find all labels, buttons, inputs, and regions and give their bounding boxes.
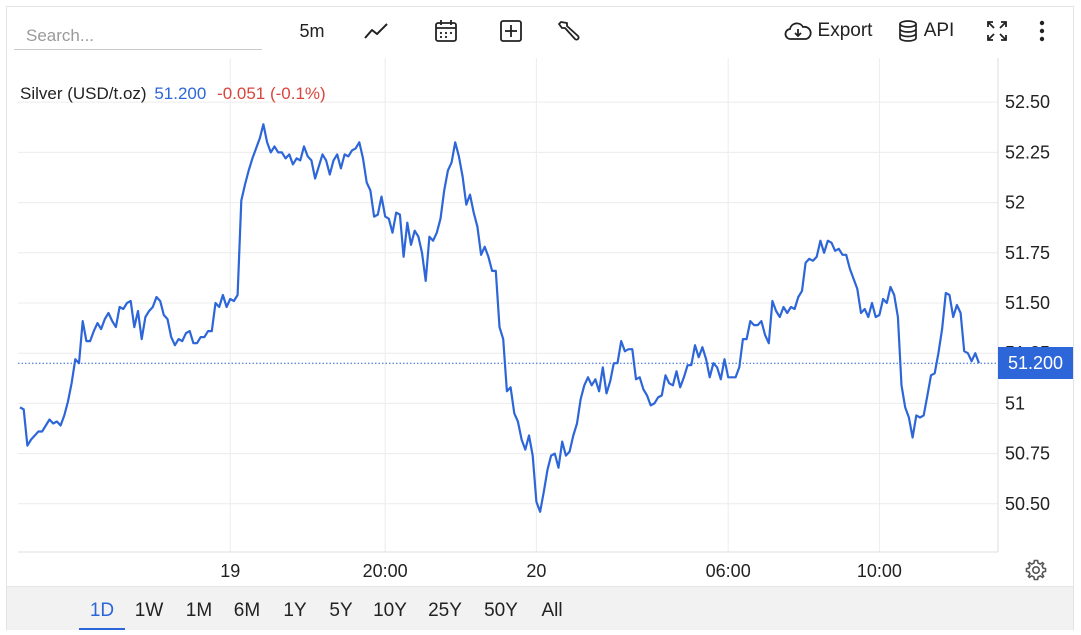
calendar-icon xyxy=(435,20,457,42)
search-input[interactable] xyxy=(14,22,262,50)
range-all[interactable]: All xyxy=(541,600,563,621)
interval-label: 5m xyxy=(299,20,325,41)
range-selector-bar: 1D 1W 1M 6M 1Y 5Y 10Y 25Y 50Y All xyxy=(7,586,1073,630)
y-tick-label: 50.50 xyxy=(1005,494,1050,514)
range-1w[interactable]: 1W xyxy=(134,600,164,621)
current-price-tag: 51.200 xyxy=(998,347,1073,380)
y-tick-label: 51 xyxy=(1005,393,1025,413)
gear-icon[interactable] xyxy=(1024,558,1048,582)
range-10y[interactable]: 10Y xyxy=(373,600,407,621)
cloud-download-icon xyxy=(784,22,812,40)
chart-type-button[interactable] xyxy=(361,14,391,48)
x-tick-label: 19 xyxy=(220,561,240,581)
range-1d[interactable]: 1D xyxy=(79,587,125,630)
fullscreen-icon xyxy=(987,21,1007,41)
x-tick-label: 20:00 xyxy=(363,561,408,581)
line-chart-icon xyxy=(364,23,388,39)
x-tick-label: 06:00 xyxy=(706,561,751,581)
y-tick-label: 52.25 xyxy=(1005,142,1050,162)
y-tick-label: 52.50 xyxy=(1005,92,1050,112)
x-tick-label: 20 xyxy=(526,561,546,581)
export-label: Export xyxy=(817,20,873,41)
api-button[interactable]: API xyxy=(897,14,955,48)
range-1m[interactable]: 1M xyxy=(185,600,213,621)
settings-wrench-button[interactable] xyxy=(556,14,582,48)
legend-price: 51.200 xyxy=(154,84,207,103)
y-tick-label: 50.75 xyxy=(1005,444,1050,464)
legend-change: -0.051 (-0.1%) xyxy=(217,84,326,103)
database-icon xyxy=(898,20,917,42)
range-50y[interactable]: 50Y xyxy=(484,600,518,621)
api-label: API xyxy=(923,20,955,41)
wrench-icon xyxy=(558,21,580,41)
chart-legend: Silver (USD/t.oz) 51.200 -0.051 (-0.1%) xyxy=(20,84,326,104)
y-tick-label: 51.50 xyxy=(1005,293,1050,313)
more-menu-button[interactable] xyxy=(1032,14,1052,48)
y-tick-label: 51.75 xyxy=(1005,243,1050,263)
instrument-name: Silver (USD/t.oz) xyxy=(20,84,147,103)
interval-button[interactable]: 5m xyxy=(293,14,331,48)
chart-widget-frame xyxy=(6,6,1074,630)
chart-toolbar: 5m Exp xyxy=(0,0,1081,55)
fullscreen-button[interactable] xyxy=(983,14,1011,48)
range-25y[interactable]: 25Y xyxy=(428,600,462,621)
y-tick-label: 52 xyxy=(1005,193,1025,213)
more-vertical-icon xyxy=(1039,20,1045,42)
range-6m[interactable]: 6M xyxy=(233,600,261,621)
range-5y[interactable]: 5Y xyxy=(329,600,353,621)
export-button[interactable]: Export xyxy=(783,14,873,48)
price-series-line xyxy=(19,123,981,513)
compare-button[interactable] xyxy=(498,14,524,48)
range-1y[interactable]: 1Y xyxy=(283,600,307,621)
date-range-button[interactable] xyxy=(432,14,460,48)
add-compare-icon xyxy=(500,20,522,42)
x-tick-label: 10:00 xyxy=(857,561,902,581)
